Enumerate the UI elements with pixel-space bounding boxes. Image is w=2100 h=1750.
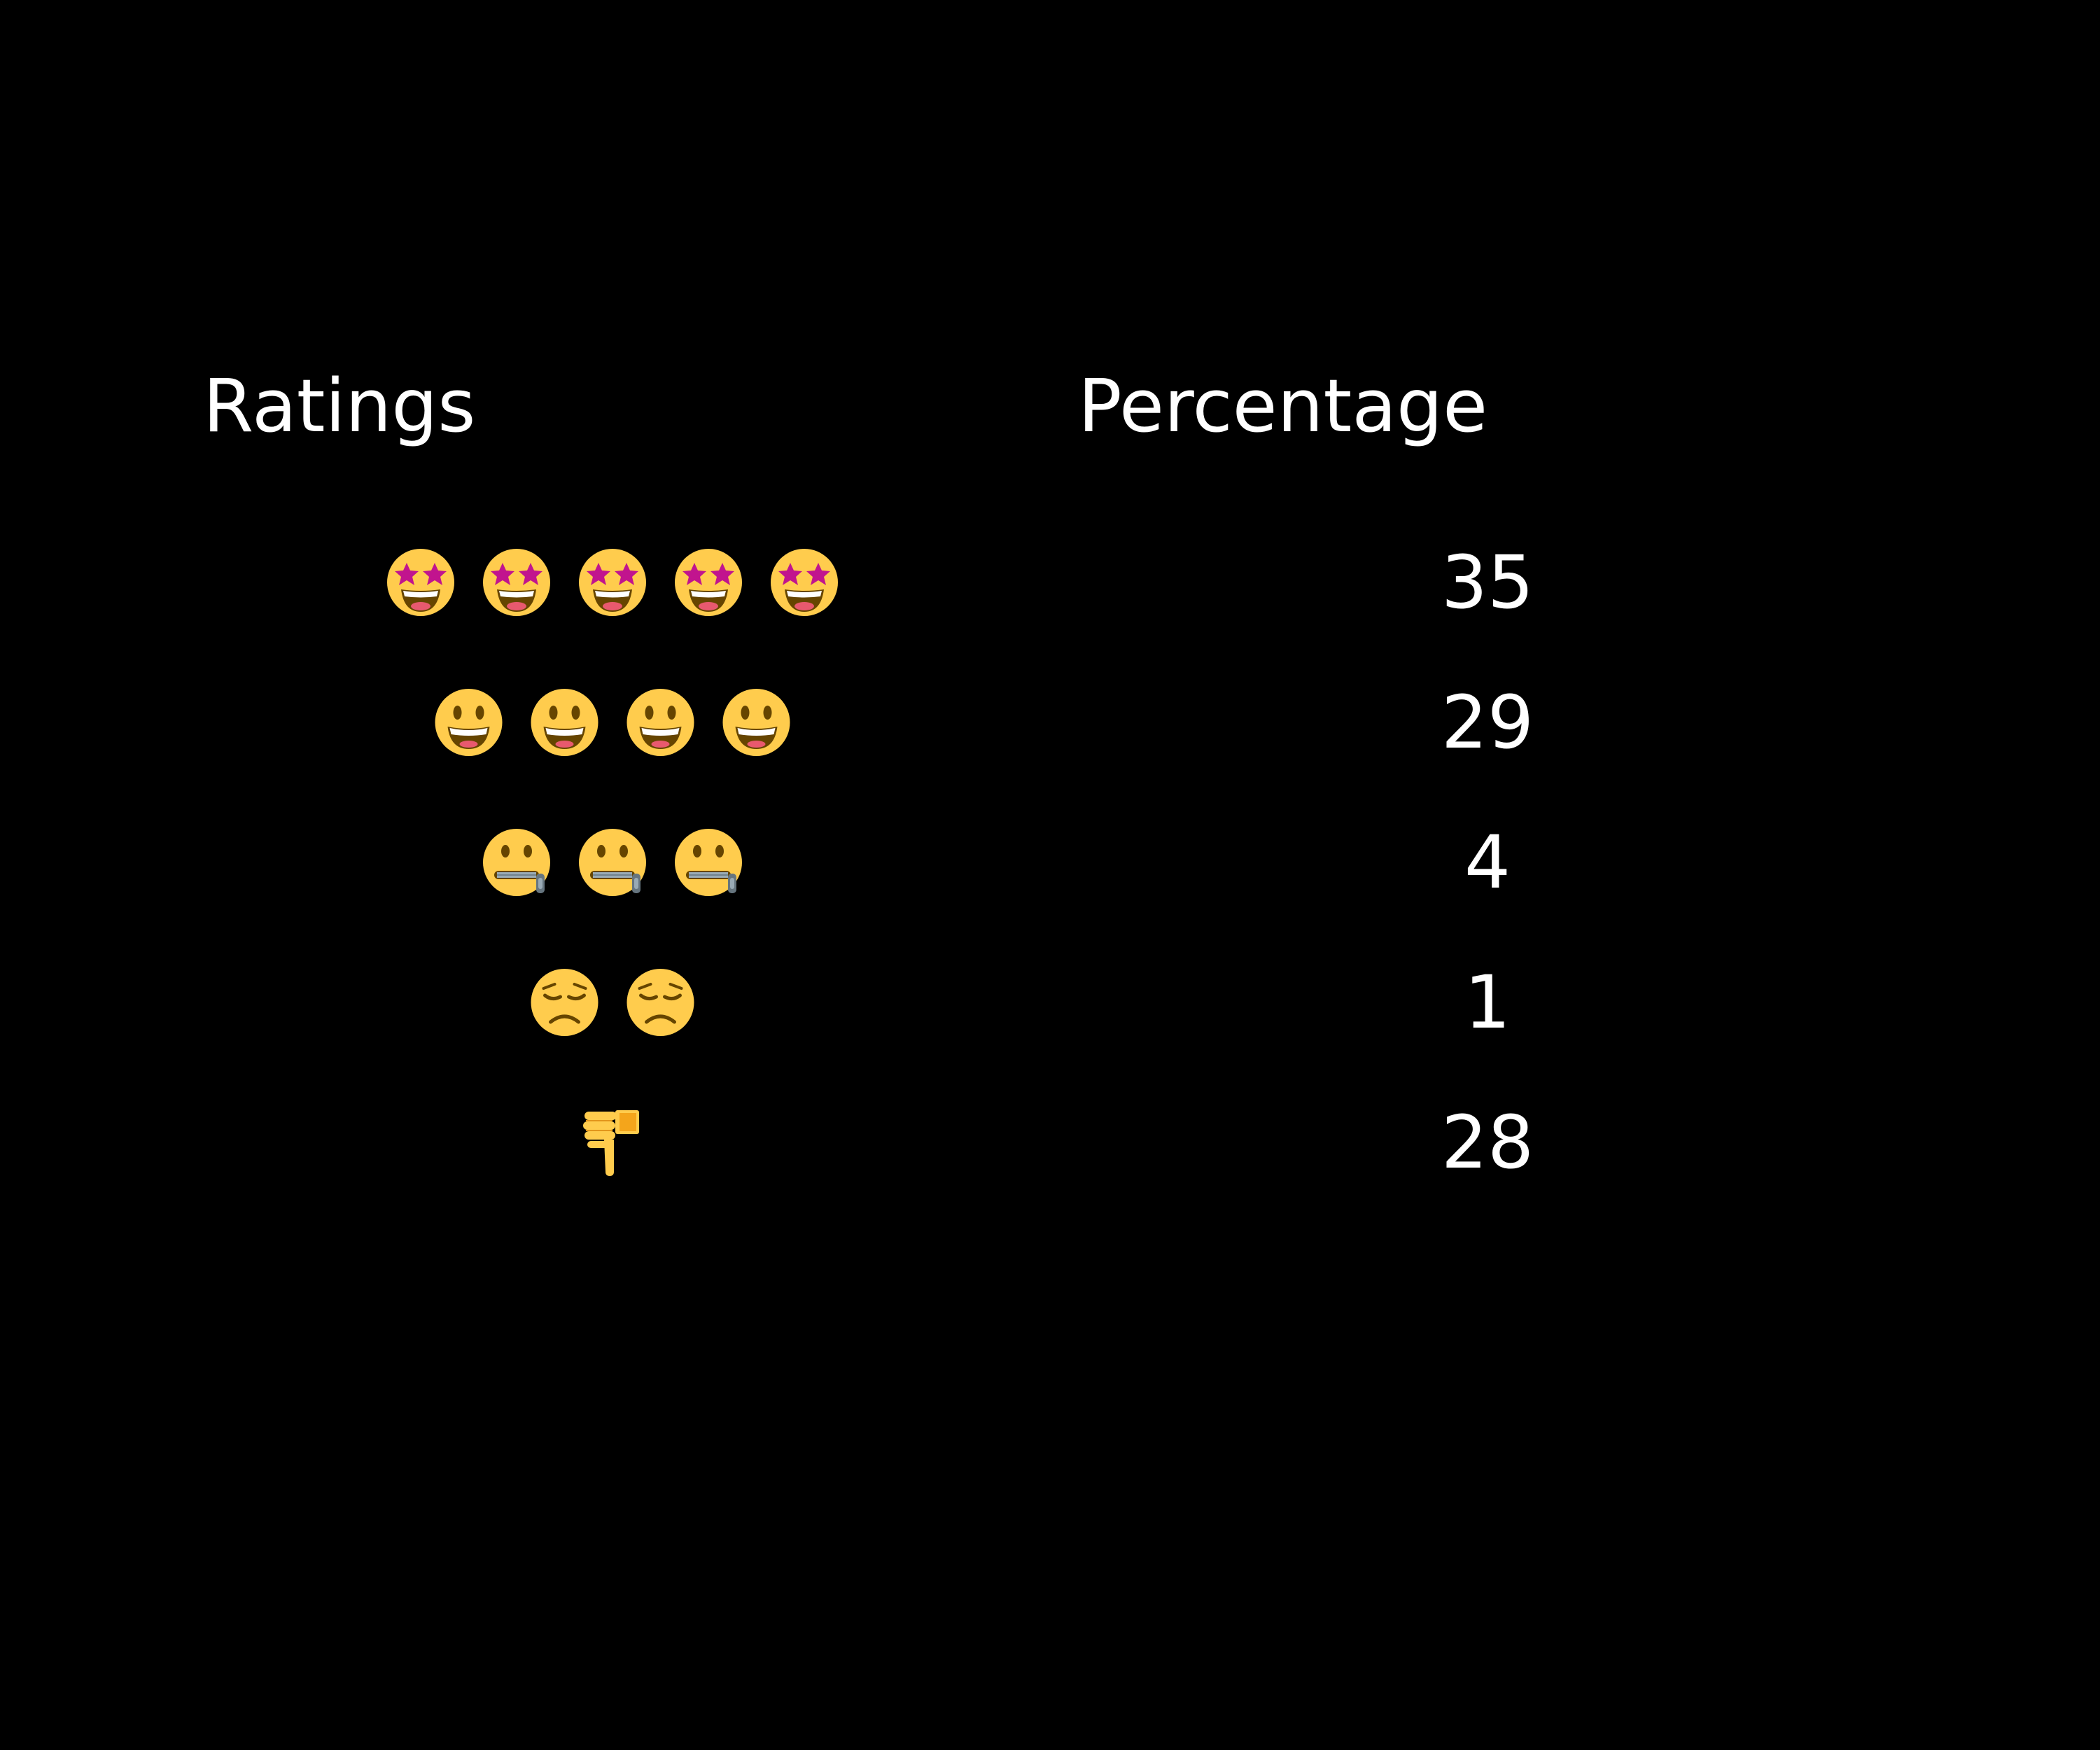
ratings-column-header: Ratings bbox=[203, 363, 476, 449]
star-struck-face-icon bbox=[769, 547, 839, 617]
star-struck-face-icon bbox=[482, 547, 552, 617]
grinning-face-icon bbox=[530, 687, 600, 757]
percentage-column-header: Percentage bbox=[1078, 363, 1488, 449]
thumbs-down-icon bbox=[578, 1107, 648, 1177]
zipper-mouth-face-icon bbox=[673, 827, 743, 897]
grinning-face-icon bbox=[626, 687, 696, 757]
rating-icons-row bbox=[578, 1107, 648, 1177]
star-struck-face-icon bbox=[578, 547, 648, 617]
pensive-face-icon bbox=[530, 967, 600, 1037]
rating-icons-row bbox=[434, 687, 792, 757]
percentage-value: 4 bbox=[1464, 820, 1511, 905]
star-struck-face-icon bbox=[673, 547, 743, 617]
pensive-face-icon bbox=[626, 967, 696, 1037]
zipper-mouth-face-icon bbox=[482, 827, 552, 897]
grinning-face-icon bbox=[434, 687, 504, 757]
percentage-value: 1 bbox=[1464, 960, 1511, 1045]
rating-icons-row bbox=[482, 827, 743, 897]
grinning-face-icon bbox=[722, 687, 792, 757]
percentage-value: 29 bbox=[1441, 680, 1534, 765]
percentage-value: 28 bbox=[1441, 1100, 1534, 1185]
percentage-value: 35 bbox=[1441, 540, 1534, 625]
rating-icons-row bbox=[530, 967, 696, 1037]
zipper-mouth-face-icon bbox=[578, 827, 648, 897]
rating-icons-row bbox=[386, 547, 839, 617]
star-struck-face-icon bbox=[386, 547, 456, 617]
